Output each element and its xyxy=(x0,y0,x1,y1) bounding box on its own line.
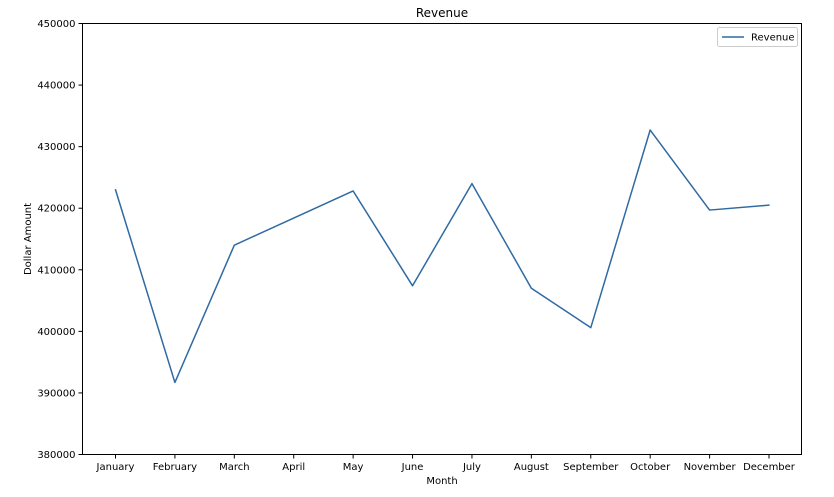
series-line-revenue xyxy=(114,129,770,384)
x-tick-label: March xyxy=(219,462,249,473)
y-tick-label: 440000 xyxy=(37,81,75,92)
x-tick-label: December xyxy=(743,462,796,473)
y-axis: 380000 390000 400000 410000 420000 430000 4400… xyxy=(37,19,83,461)
legend-box xyxy=(717,27,798,47)
x-axis-title: Month xyxy=(426,476,457,487)
y-tick-label: 410000 xyxy=(37,265,75,276)
y-tick-label: 430000 xyxy=(37,142,75,153)
y-tick-label: 390000 xyxy=(37,388,75,399)
chart-title: Revenue xyxy=(416,6,468,20)
y-tick-label: 380000 xyxy=(37,450,75,461)
x-tick-label: April xyxy=(282,462,305,473)
x-tick-label: August xyxy=(514,462,549,473)
x-tick-label: May xyxy=(343,462,364,473)
x-tick-label: January xyxy=(96,462,135,473)
plot-area-frame xyxy=(82,23,802,455)
legend-label: Revenue xyxy=(751,33,795,44)
x-tick-label: February xyxy=(153,462,197,473)
y-tick-label: 420000 xyxy=(37,204,75,215)
x-tick-label: June xyxy=(401,462,424,473)
x-tick-label: July xyxy=(462,462,481,473)
x-tick-label: October xyxy=(630,462,671,473)
x-tick-label: September xyxy=(563,462,619,473)
x-axis: January February March April May June July Augu… xyxy=(96,454,796,473)
y-axis-title: Dollar Amount xyxy=(23,203,34,275)
legend: Revenue xyxy=(717,27,798,47)
series-layer xyxy=(114,129,770,384)
y-tick-label: 450000 xyxy=(37,19,75,30)
y-tick-label: 400000 xyxy=(37,327,75,338)
x-tick-label: November xyxy=(684,462,737,473)
